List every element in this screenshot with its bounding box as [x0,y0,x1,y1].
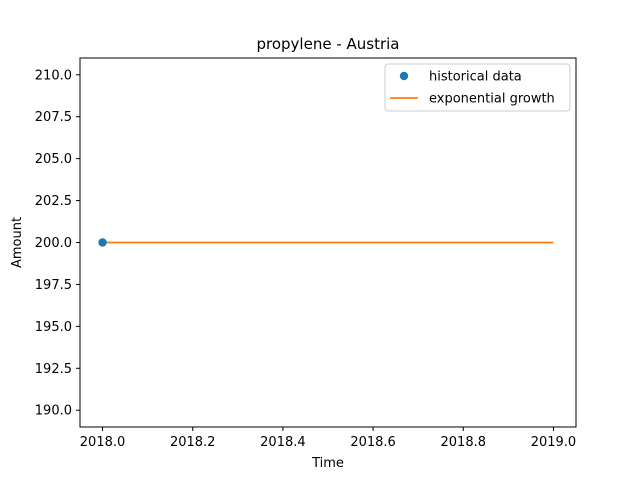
x-tick-label: 2018.2 [170,435,216,450]
x-tick-label: 2018.8 [441,435,487,450]
y-tick-label: 210.0 [35,68,72,83]
x-axis-label: Time [311,456,344,471]
y-tick-label: 205.0 [35,152,72,167]
chart-title: propylene - Austria [256,35,399,53]
x-tick-label: 2019.0 [531,435,577,450]
y-tick-label: 197.5 [35,278,72,293]
x-tick-label: 2018.6 [350,435,396,450]
y-axis-label: Amount [10,217,25,268]
legend-label: exponential growth [429,92,555,107]
y-tick-label: 207.5 [35,110,72,125]
x-tick-label: 2018.0 [80,435,126,450]
data-point-historical [98,238,107,247]
x-axis-ticks: 2018.0 2018.2 2018.4 2018.6 2018.8 2019.0 [80,427,576,450]
y-tick-label: 200.0 [35,236,72,251]
legend-box [384,63,571,112]
y-tick-label: 192.5 [35,362,72,377]
legend-marker-historical [399,71,409,81]
y-tick-label: 190.0 [35,404,72,419]
x-tick-label: 2018.4 [260,435,306,450]
y-tick-label: 202.5 [35,194,72,209]
y-tick-label: 195.0 [35,320,72,335]
plot-area [98,238,554,247]
legend: historical data exponential growth [384,63,571,112]
legend-label: historical data [429,70,522,85]
y-axis-ticks: 190.0 192.5 195.0 197.5 200.0 202.5 205.0 207.5… [35,68,80,419]
